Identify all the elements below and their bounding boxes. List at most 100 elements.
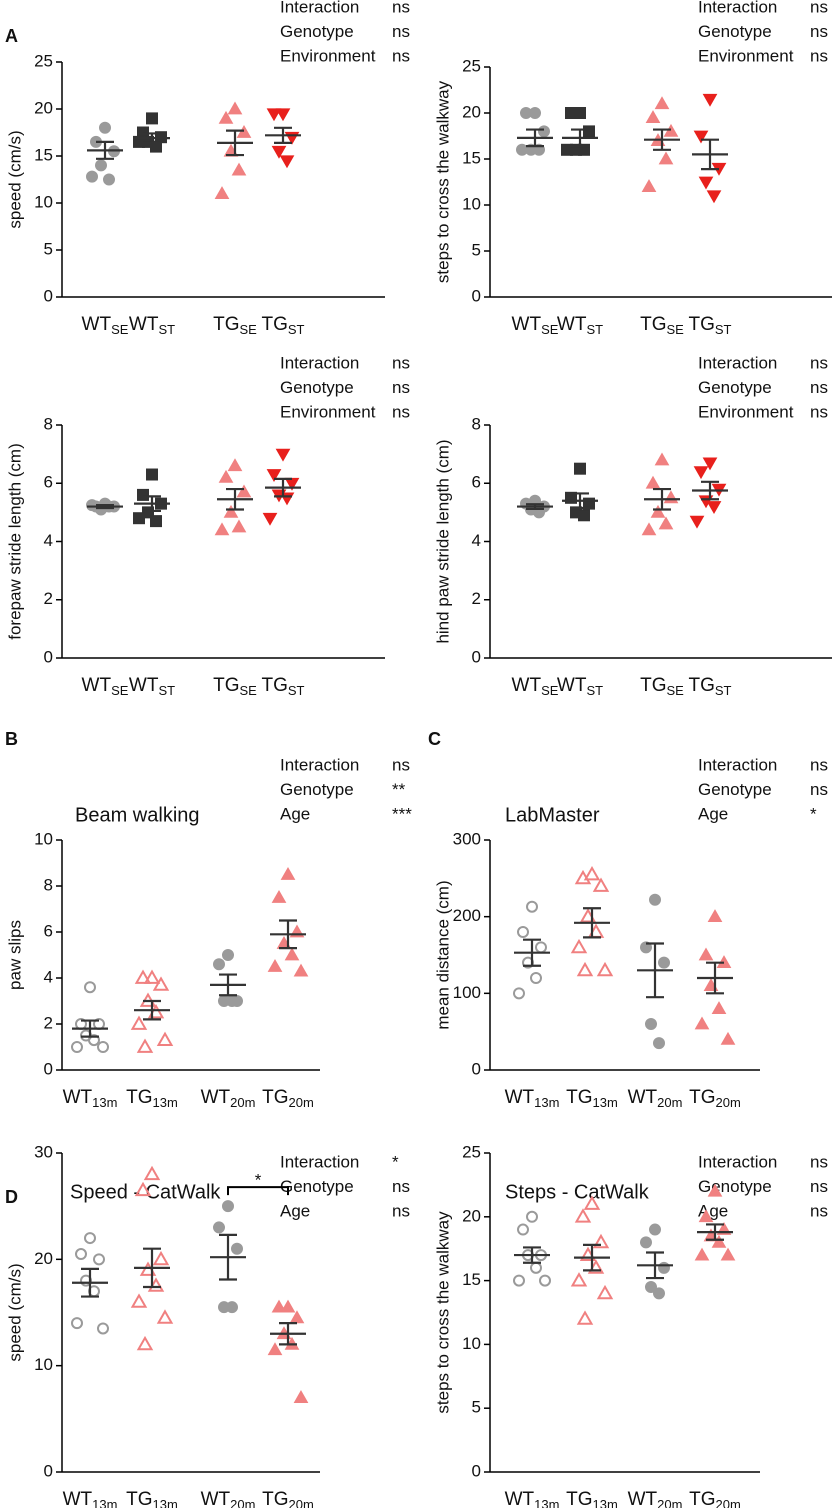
data-point	[226, 995, 238, 1007]
y-tick-label: 2	[472, 589, 481, 608]
stat-label: Age	[280, 1201, 310, 1220]
data-point	[280, 866, 296, 880]
data-point	[698, 1209, 714, 1223]
data-point	[578, 509, 590, 522]
data-point	[275, 448, 291, 462]
stat-label: Genotype	[698, 1177, 772, 1196]
data-point	[213, 1221, 225, 1234]
category-subscript: 20m	[657, 1497, 682, 1508]
category-name: WT	[63, 1489, 93, 1508]
x-tick-label: WT13m	[505, 1087, 560, 1110]
data-point	[538, 125, 550, 138]
data-point	[152, 976, 170, 991]
category-name: TG	[213, 675, 239, 696]
data-point	[152, 1250, 170, 1266]
data-point	[706, 190, 722, 204]
data-point	[583, 1195, 601, 1210]
data-point	[133, 512, 145, 525]
data-point	[720, 1247, 736, 1261]
x-tick-label: WTSE	[512, 314, 559, 337]
data-point	[97, 1041, 109, 1053]
y-tick-label: 0	[44, 647, 53, 666]
data-point	[150, 515, 162, 528]
data-point	[271, 889, 287, 903]
panel-label: D	[5, 1187, 18, 1207]
category-name: TG	[126, 1087, 152, 1108]
category-subscript: 13m	[534, 1497, 559, 1508]
x-tick-label: WTST	[557, 314, 603, 337]
y-tick-label: 0	[44, 286, 53, 305]
category-name: TG	[689, 1489, 715, 1508]
stat-value: ns	[392, 0, 410, 16]
data-point	[645, 1280, 657, 1293]
data-point	[530, 972, 542, 984]
data-point	[576, 961, 594, 977]
x-tick-label: TG13m	[126, 1489, 178, 1508]
significance-label: *	[255, 1171, 262, 1190]
data-point	[156, 1309, 174, 1324]
panel-label: C	[428, 729, 441, 749]
data-point	[706, 501, 722, 515]
data-point	[693, 466, 709, 480]
y-axis-label: paw slips	[5, 920, 24, 990]
data-point	[279, 155, 295, 169]
category-name: TG	[213, 314, 239, 335]
data-point	[517, 1223, 529, 1236]
y-tick-label: 300	[453, 829, 481, 848]
data-point	[702, 457, 718, 471]
data-point	[711, 1001, 727, 1015]
data-point	[535, 941, 547, 954]
data-point	[574, 462, 586, 475]
category-name: TG	[566, 1489, 592, 1508]
significance-bracket	[227, 1186, 289, 1196]
x-tick-label: WT13m	[505, 1489, 560, 1508]
stat-value: ns	[392, 353, 410, 372]
y-tick-label: 0	[44, 1461, 53, 1480]
data-point	[578, 143, 590, 156]
x-tick-label: TGSE	[640, 314, 684, 337]
category-subscript: 13m	[593, 1497, 618, 1508]
category-name: WT	[628, 1087, 658, 1108]
data-point	[231, 1242, 243, 1255]
data-point	[84, 1232, 96, 1245]
stat-value: ns	[392, 46, 410, 65]
data-point	[565, 491, 577, 504]
category-subscript: ST	[288, 322, 305, 337]
category-subscript: SE	[240, 683, 258, 698]
data-point	[222, 949, 234, 961]
data-point	[137, 488, 149, 501]
data-point	[236, 484, 252, 498]
y-tick-label: 25	[34, 51, 53, 70]
y-tick-label: 15	[34, 145, 53, 164]
stat-value: ns	[810, 353, 828, 372]
data-point	[650, 504, 666, 518]
data-point	[136, 1038, 154, 1053]
stat-label: Genotype	[280, 1177, 354, 1196]
y-axis-label: hind paw stride length (cm)	[433, 439, 452, 643]
data-point	[227, 458, 243, 472]
x-tick-label: TGSE	[213, 675, 257, 698]
data-point	[707, 909, 723, 923]
data-point	[97, 1322, 109, 1335]
stat-label: Interaction	[280, 755, 359, 774]
stat-label: Genotype	[698, 378, 772, 397]
category-subscript: ST	[715, 322, 732, 337]
category-subscript: 20m	[289, 1095, 314, 1110]
x-tick-label: TG20m	[262, 1087, 314, 1110]
category-name: WT	[512, 675, 542, 696]
y-tick-label: 4	[472, 531, 481, 550]
data-point	[271, 1299, 287, 1313]
y-tick-label: 25	[462, 56, 481, 75]
y-tick-label: 10	[462, 1334, 481, 1353]
data-point	[570, 938, 588, 954]
chart-title: Steps - CatWalk	[505, 1181, 650, 1203]
data-point	[71, 1317, 83, 1330]
category-subscript: 20m	[230, 1095, 255, 1110]
category-name: WT	[505, 1489, 535, 1508]
stat-label: Genotype	[698, 780, 772, 799]
data-point	[574, 1208, 592, 1223]
category-subscript: ST	[586, 322, 603, 337]
data-point	[645, 475, 661, 489]
y-tick-label: 20	[462, 102, 481, 121]
